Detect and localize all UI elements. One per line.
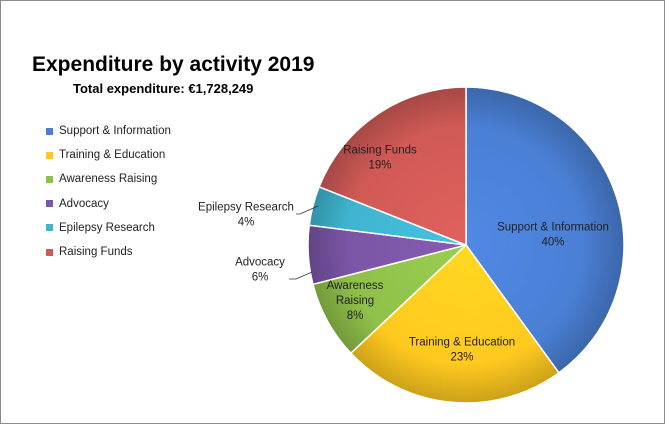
pie-slice-raising-funds (318, 86, 467, 247)
slice-label-support-and-information: Support & Information 40% (497, 222, 609, 249)
leader-line-advocacy (289, 271, 313, 280)
chart-title: Expenditure by activity 2019 (32, 53, 315, 76)
legend-swatch (46, 248, 53, 256)
slice-name-label: Advocacy (235, 257, 285, 269)
slice-label-raising-funds: Raising Funds 19% (343, 145, 417, 172)
slice-name-label: Raising (336, 295, 374, 307)
legend-label: Training & Education (59, 149, 166, 162)
legend-item-awareness-raising: Awareness Raising (46, 167, 171, 191)
slice-label-epilepsy-research: Epilepsy Research 4% (198, 202, 294, 229)
legend-swatch (46, 127, 53, 135)
slice-value-label: 4% (238, 217, 255, 229)
slice-label-awareness-raising: Awareness Raising 8% (327, 280, 384, 322)
slice-value-label: 40% (541, 237, 564, 249)
slice-name-label: Raising Funds (343, 145, 417, 157)
legend-swatch (46, 200, 53, 208)
slice-value-label: 8% (347, 310, 364, 322)
legend-label: Raising Funds (59, 246, 133, 259)
legend-label: Awareness Raising (59, 173, 158, 186)
pie-slice-support-and-information (465, 86, 625, 374)
legend-item-advocacy: Advocacy (46, 192, 171, 216)
slice-label-training-and-education: Training & Education 23% (409, 337, 515, 364)
slice-label-advocacy: Advocacy 6% (235, 257, 285, 284)
pie-slice-training-and-education (349, 243, 560, 404)
leader-line-epilepsy-research (296, 205, 319, 215)
legend-item-training-and-education: Training & Education (46, 143, 171, 167)
legend-swatch (46, 151, 53, 159)
legend-label: Epilepsy Research (59, 221, 155, 234)
slice-value-label: 19% (368, 160, 391, 172)
chart-subtitle: Total expenditure: €1,728,249 (73, 81, 254, 96)
legend-label: Advocacy (59, 197, 109, 210)
chart-legend: Support & Information Training & Educatio… (46, 119, 171, 264)
legend-item-epilepsy-research: Epilepsy Research (46, 216, 171, 240)
legend-swatch (46, 175, 53, 183)
slice-name-label: Support & Information (497, 222, 609, 234)
slice-value-label: 6% (252, 272, 269, 284)
legend-item-raising-funds: Raising Funds (46, 240, 171, 264)
slice-name-label: Training & Education (409, 337, 515, 349)
slice-name-label: Awareness (327, 280, 384, 292)
legend-swatch (46, 224, 53, 232)
slice-value-label: 23% (450, 352, 473, 364)
slice-name-label: Epilepsy Research (198, 202, 294, 214)
legend-item-support-and-information: Support & Information (46, 119, 171, 143)
legend-label: Support & Information (59, 125, 171, 138)
